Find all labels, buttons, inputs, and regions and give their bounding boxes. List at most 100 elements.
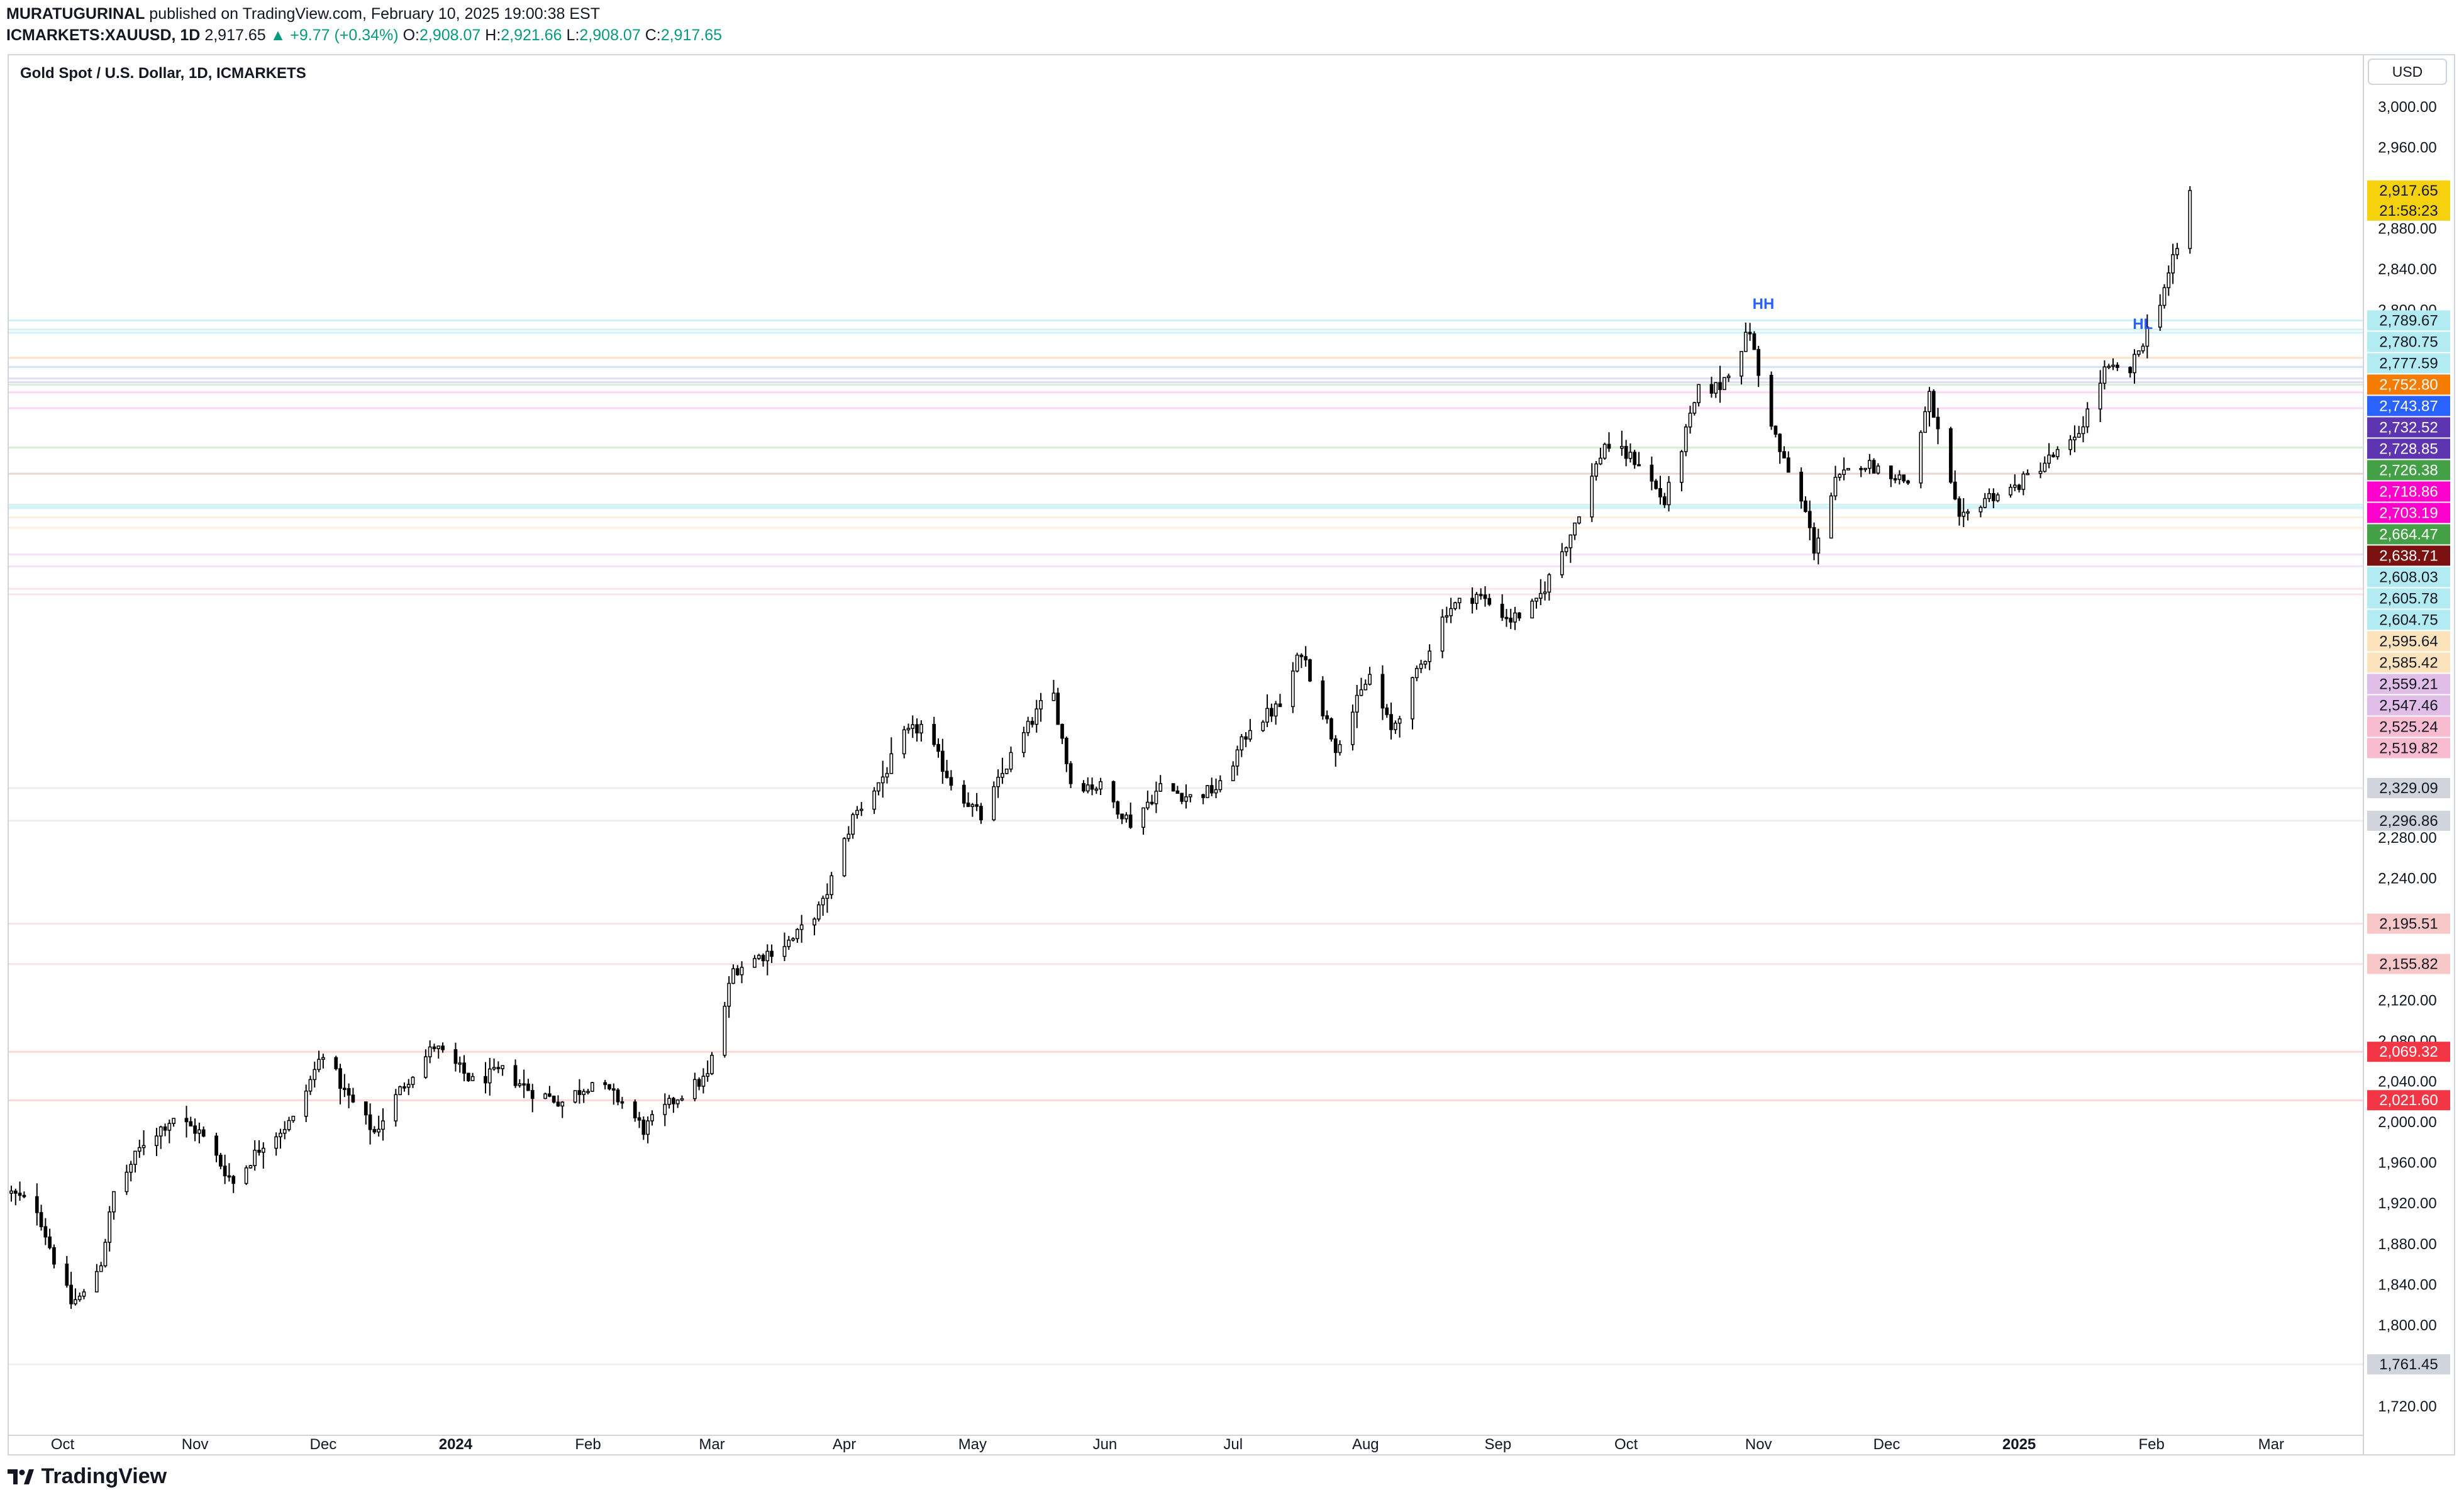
candle-body xyxy=(2171,254,2175,274)
price-level-label: 2,780.75 xyxy=(2367,331,2450,352)
candle xyxy=(911,715,915,738)
candle-body xyxy=(1842,469,1846,476)
candle xyxy=(1607,432,1611,452)
candle xyxy=(1175,786,1180,794)
candle xyxy=(1949,426,1953,484)
candle xyxy=(1128,803,1133,829)
candle-body xyxy=(1966,511,1970,514)
x-tick-label: Dec xyxy=(1873,1436,1901,1453)
tradingview-logo[interactable]: TradingView xyxy=(8,1464,167,1489)
author-name[interactable]: MURATUGURINAL xyxy=(6,5,145,23)
price-level-label: 2,638.71 xyxy=(2367,545,2450,566)
candle xyxy=(1906,479,1910,485)
pattern-label: HH xyxy=(1753,296,1775,313)
candle-body xyxy=(1487,598,1492,605)
candle-body xyxy=(770,950,774,957)
candle-body xyxy=(1479,594,1483,596)
price-level-label: 1,761.45 xyxy=(2367,1354,2450,1375)
candle xyxy=(2068,435,2072,455)
price-level-text: 2,021.60 xyxy=(2379,1092,2438,1109)
candle-body xyxy=(347,1088,351,1096)
candle-body xyxy=(1475,594,1479,604)
candle xyxy=(1667,476,1671,512)
candle-body xyxy=(1231,765,1235,781)
last-price-box xyxy=(2367,180,2450,221)
candle xyxy=(133,1150,137,1173)
open-label: O: xyxy=(402,26,419,44)
currency-label[interactable]: USD xyxy=(2392,64,2423,80)
candle xyxy=(1936,408,1940,445)
candle-body xyxy=(911,724,915,729)
candle-body xyxy=(1056,693,1060,725)
y-tick-label: 2,880.00 xyxy=(2378,221,2436,238)
candle xyxy=(1995,492,2000,503)
candle-body xyxy=(35,1196,39,1213)
price-chart[interactable]: Gold Spot / U.S. Dollar, 1D, ICMARKETS H… xyxy=(9,55,2454,1454)
candle-body xyxy=(1397,718,1402,724)
candle-body xyxy=(1936,416,1940,430)
candle xyxy=(1867,453,1872,474)
candle-body xyxy=(1158,783,1163,792)
price-level-text: 2,752.80 xyxy=(2379,376,2438,393)
candle-body xyxy=(1867,460,1872,469)
candle-body xyxy=(586,1091,590,1093)
candle xyxy=(821,895,825,916)
candle-body xyxy=(1650,464,1654,482)
candle xyxy=(1261,720,1265,732)
x-tick-label: Mar xyxy=(2258,1436,2284,1453)
candle xyxy=(1141,807,1145,835)
candle-body xyxy=(992,786,996,821)
candle-body xyxy=(18,1193,22,1196)
candle xyxy=(1004,768,1009,774)
candle-body xyxy=(2141,345,2145,352)
candle-body xyxy=(1816,537,1821,554)
candle xyxy=(962,780,966,808)
candle-body xyxy=(248,1165,253,1169)
candle-body xyxy=(1876,465,1880,474)
chart-pane[interactable]: Gold Spot / U.S. Dollar, 1D, ICMARKETS H… xyxy=(8,54,2455,1455)
candle xyxy=(753,955,757,968)
candle-body xyxy=(735,968,740,976)
candle xyxy=(1440,609,1445,659)
chart-header: MURATUGURINAL published on TradingView.c… xyxy=(6,0,2453,53)
currency-button[interactable] xyxy=(2368,58,2447,85)
candle xyxy=(1231,761,1235,781)
candle-body xyxy=(556,1101,560,1107)
price-level-box xyxy=(2367,567,2450,587)
candle xyxy=(1778,433,1782,464)
candle-body xyxy=(1094,788,1099,791)
price-level-box xyxy=(2367,695,2450,716)
candle-body xyxy=(1274,703,1278,717)
candle-body xyxy=(1414,668,1419,679)
candle-body xyxy=(915,724,919,734)
time-axis[interactable]: Oct Nov Dec 2024 Feb Mar Apr May Jun Jul Aug Sep Oct… xyxy=(51,1436,2284,1453)
candle-body xyxy=(1560,551,1564,576)
price-level-text: 2,559.21 xyxy=(2379,676,2438,693)
candle xyxy=(1782,446,1786,459)
candle xyxy=(1338,740,1342,756)
candle-body xyxy=(1654,481,1658,489)
candle-body xyxy=(1718,382,1722,391)
candle-body xyxy=(582,1091,586,1095)
candle-body xyxy=(611,1088,616,1091)
price-level-label: 2,585.42 xyxy=(2367,652,2450,673)
candle-body xyxy=(1368,674,1372,685)
candle xyxy=(1022,726,1026,757)
candle xyxy=(231,1175,236,1193)
y-tick-label: 2,120.00 xyxy=(2378,992,2436,1009)
candle xyxy=(526,1079,530,1091)
symbol-label[interactable]: ICMARKETS:XAUUSD, 1D xyxy=(6,26,201,44)
price-level-box xyxy=(2367,913,2450,934)
y-tick-label: 3,000.00 xyxy=(2378,99,2436,116)
price-axis[interactable]: 3,000.002,960.002,880.002,840.002,800.00… xyxy=(2378,99,2436,1415)
y-tick-label: 1,960.00 xyxy=(2378,1155,2436,1172)
candle-body xyxy=(1154,791,1158,804)
candle-body xyxy=(940,750,945,772)
candle-body xyxy=(675,1099,680,1104)
candle xyxy=(1957,496,1962,526)
candle-body xyxy=(1146,801,1150,809)
price-level-label: 2,604.75 xyxy=(2367,609,2450,630)
candle-body xyxy=(2077,433,2081,438)
candle xyxy=(996,769,1000,798)
candle-body xyxy=(496,1067,501,1069)
